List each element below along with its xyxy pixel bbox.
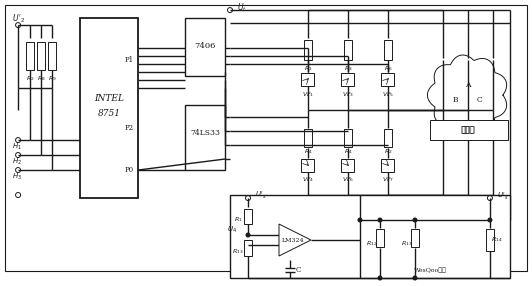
Circle shape — [488, 218, 492, 222]
Bar — [381, 73, 394, 86]
Text: $U_4$: $U_4$ — [227, 225, 237, 235]
Bar — [185, 18, 225, 76]
Text: $R_3$: $R_3$ — [344, 63, 352, 73]
Bar — [37, 42, 45, 70]
Bar — [304, 129, 312, 147]
Text: $R_4$: $R_4$ — [304, 148, 312, 156]
Bar — [342, 158, 354, 172]
Bar — [486, 229, 494, 251]
Bar — [381, 158, 394, 172]
Text: A: A — [465, 81, 471, 89]
Text: INTEL: INTEL — [94, 94, 124, 103]
Text: $R_1$: $R_1$ — [304, 63, 312, 73]
Text: $R_1$: $R_1$ — [234, 216, 243, 225]
Bar — [80, 18, 138, 198]
Text: 电动机: 电动机 — [462, 126, 476, 134]
Bar — [26, 42, 34, 70]
Bar — [185, 105, 225, 170]
Bar — [411, 229, 419, 247]
Text: P1: P1 — [125, 56, 134, 64]
Bar — [342, 73, 354, 86]
Text: P0: P0 — [125, 166, 134, 174]
Circle shape — [378, 218, 382, 222]
Text: $H_3$: $H_3$ — [12, 172, 22, 182]
Circle shape — [358, 218, 362, 222]
Bar — [384, 129, 392, 147]
Circle shape — [378, 276, 382, 280]
Text: WesQoo维库: WesQoo维库 — [413, 267, 446, 273]
Text: 电动机: 电动机 — [461, 126, 475, 134]
Circle shape — [413, 276, 417, 280]
Bar — [48, 42, 56, 70]
Text: $U'_s$: $U'_s$ — [497, 190, 509, 202]
Text: $R_2$: $R_2$ — [384, 148, 392, 156]
Text: $U'_2$: $U'_2$ — [12, 13, 24, 25]
Bar — [244, 240, 252, 256]
Text: 8751: 8751 — [97, 109, 121, 118]
Text: $R_2$: $R_2$ — [26, 74, 35, 83]
Text: P2: P2 — [125, 124, 134, 132]
Text: 74LS33: 74LS33 — [190, 129, 220, 137]
Text: 7406: 7406 — [194, 42, 215, 50]
Text: LM324: LM324 — [281, 237, 304, 243]
Bar — [344, 129, 352, 147]
Bar — [384, 40, 392, 60]
Polygon shape — [279, 224, 311, 256]
Text: $VF_5$: $VF_5$ — [382, 90, 394, 98]
Text: $U_t$: $U_t$ — [237, 2, 247, 14]
Text: $VF_1$: $VF_1$ — [302, 90, 314, 98]
Bar — [304, 40, 312, 60]
Polygon shape — [427, 55, 506, 135]
Text: $R_9$: $R_9$ — [48, 74, 56, 83]
Bar — [302, 73, 314, 86]
Text: C: C — [477, 96, 483, 104]
Bar — [430, 120, 508, 140]
Text: $VF_3$: $VF_3$ — [342, 90, 354, 98]
Bar — [376, 229, 384, 247]
Text: $R_{13}$: $R_{13}$ — [401, 240, 413, 249]
Text: B: B — [452, 96, 458, 104]
Text: $U'_s$: $U'_s$ — [255, 189, 267, 200]
Text: $VF_7$: $VF_7$ — [382, 176, 394, 184]
Text: $R_6$: $R_6$ — [384, 63, 393, 73]
Bar — [244, 208, 252, 224]
Bar — [344, 40, 352, 60]
Text: $H_2$: $H_2$ — [12, 157, 22, 167]
Text: $R_{12}$: $R_{12}$ — [366, 240, 378, 249]
Text: $H_1$: $H_1$ — [12, 142, 22, 152]
Text: $VF_4$: $VF_4$ — [302, 176, 314, 184]
Text: $VF_6$: $VF_6$ — [342, 176, 354, 184]
Text: $R_{14}$: $R_{14}$ — [491, 236, 503, 245]
Text: C: C — [296, 266, 301, 274]
Circle shape — [246, 233, 250, 237]
Text: $R_4$: $R_4$ — [344, 148, 352, 156]
Text: $R_8$: $R_8$ — [37, 74, 45, 83]
Bar — [302, 158, 314, 172]
Text: $R_{13}$: $R_{13}$ — [232, 248, 244, 257]
Bar — [230, 195, 510, 278]
Circle shape — [413, 218, 417, 222]
